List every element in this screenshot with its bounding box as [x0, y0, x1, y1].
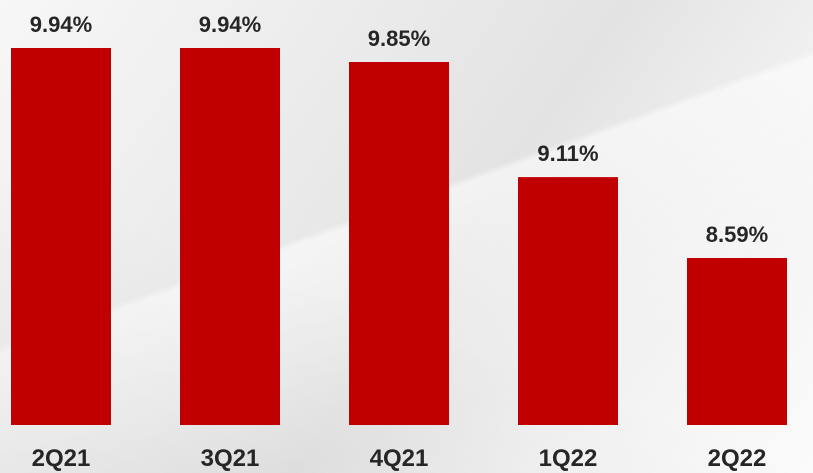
category-label-4q21: 4Q21: [370, 445, 429, 472]
category-label-2q22: 2Q22: [708, 445, 767, 472]
bar-3q21: [180, 48, 280, 425]
value-label-2q22: 8.59%: [706, 222, 768, 247]
bar-4q21: [349, 62, 449, 425]
category-label-3q21: 3Q21: [201, 445, 260, 472]
value-label-2q21: 9.94%: [30, 12, 92, 37]
value-labels-group: 9.94% 9.94% 9.85% 9.11% 8.59%: [30, 12, 768, 247]
bar-2q22: [687, 258, 787, 425]
value-label-1q22: 9.11%: [537, 141, 598, 166]
category-label-1q22: 1Q22: [539, 445, 598, 472]
category-label-2q21: 2Q21: [32, 445, 91, 472]
value-label-4q21: 9.85%: [368, 26, 430, 51]
bars-group: [11, 48, 787, 425]
value-label-3q21: 9.94%: [199, 12, 261, 37]
bar-2q21: [11, 48, 111, 425]
category-labels-group: 2Q21 3Q21 4Q21 1Q22 2Q22: [32, 445, 767, 472]
bar-1q22: [518, 177, 618, 425]
